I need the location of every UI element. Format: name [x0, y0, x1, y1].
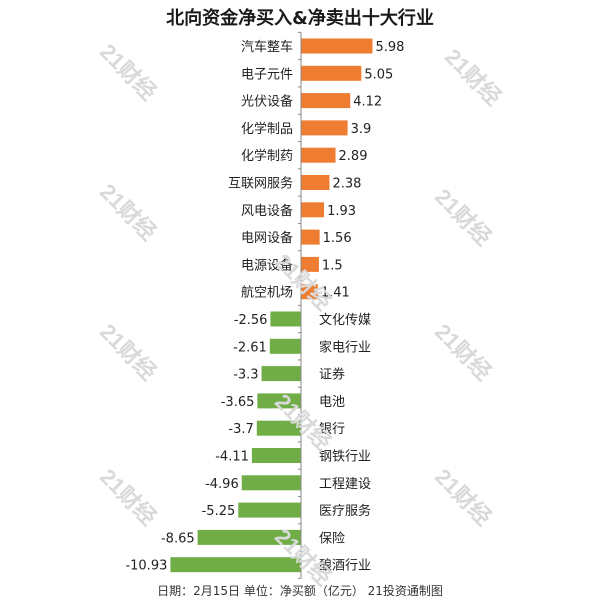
value-label: -3.3 [233, 368, 258, 383]
value-label: 4.12 [353, 95, 382, 110]
bar [261, 366, 301, 382]
category-label: 汽车整车 [241, 39, 293, 55]
bar [241, 475, 301, 491]
category-label: 风电设备 [241, 203, 293, 219]
category-label: 文化传媒 [319, 313, 371, 328]
bar [257, 393, 301, 409]
value-label: 3.9 [351, 122, 372, 137]
category-label: 化学制药 [241, 148, 293, 164]
bar [301, 284, 318, 300]
bar [170, 557, 301, 573]
value-label: -4.96 [205, 477, 239, 492]
bar [269, 338, 301, 354]
bar [301, 147, 336, 163]
value-label: -2.61 [233, 340, 267, 355]
bar [301, 202, 325, 218]
category-label: 电子元件 [241, 67, 293, 82]
value-label: -3.7 [228, 422, 253, 437]
category-label: 钢铁行业 [319, 450, 371, 465]
bar [256, 420, 301, 436]
chart-title: 北向资金净买入&净卖出十大行业 [166, 8, 434, 29]
bar [238, 502, 301, 518]
value-label: 5.05 [364, 67, 393, 82]
category-label: 证券 [319, 367, 345, 383]
bar [301, 229, 320, 245]
category-label: 电池 [319, 395, 345, 410]
value-label: -4.11 [215, 450, 249, 465]
category-label: 银行 [319, 422, 345, 437]
chart-footer: 日期：2月15日 单位：净买额（亿元） 21投资通制图 [157, 584, 443, 598]
bar [251, 448, 301, 463]
value-label: 1.41 [321, 286, 350, 301]
value-label: 2.38 [332, 177, 361, 192]
value-label: -2.56 [234, 313, 268, 328]
bar [270, 311, 301, 327]
category-label: 家电行业 [319, 339, 371, 355]
value-label: -3.65 [221, 395, 255, 410]
bar [301, 93, 351, 109]
value-label: 5.98 [375, 40, 404, 55]
category-label: 电网设备 [241, 230, 293, 246]
value-label: 1.93 [327, 204, 356, 219]
category-label: 酿酒行业 [319, 558, 371, 574]
value-label: -8.65 [161, 531, 195, 546]
bar [301, 120, 348, 136]
bar [197, 529, 301, 545]
category-label: 医疗服务 [319, 503, 371, 519]
value-label: 1.5 [322, 258, 343, 273]
value-label: -10.93 [125, 559, 167, 574]
bar [301, 256, 319, 272]
category-label: 化学制品 [241, 121, 293, 137]
category-label: 工程建设 [319, 477, 371, 492]
bar [301, 65, 362, 81]
category-label: 保险 [319, 531, 345, 546]
bar [301, 175, 330, 190]
category-label: 电源设备 [241, 257, 293, 273]
value-label: 2.89 [339, 149, 368, 164]
category-label: 互联网服务 [228, 176, 293, 192]
category-label: 光伏设备 [241, 94, 293, 110]
value-label: 1.56 [323, 231, 352, 246]
bar [301, 38, 373, 54]
value-label: -5.25 [202, 504, 236, 519]
category-label: 航空机场 [241, 285, 293, 301]
